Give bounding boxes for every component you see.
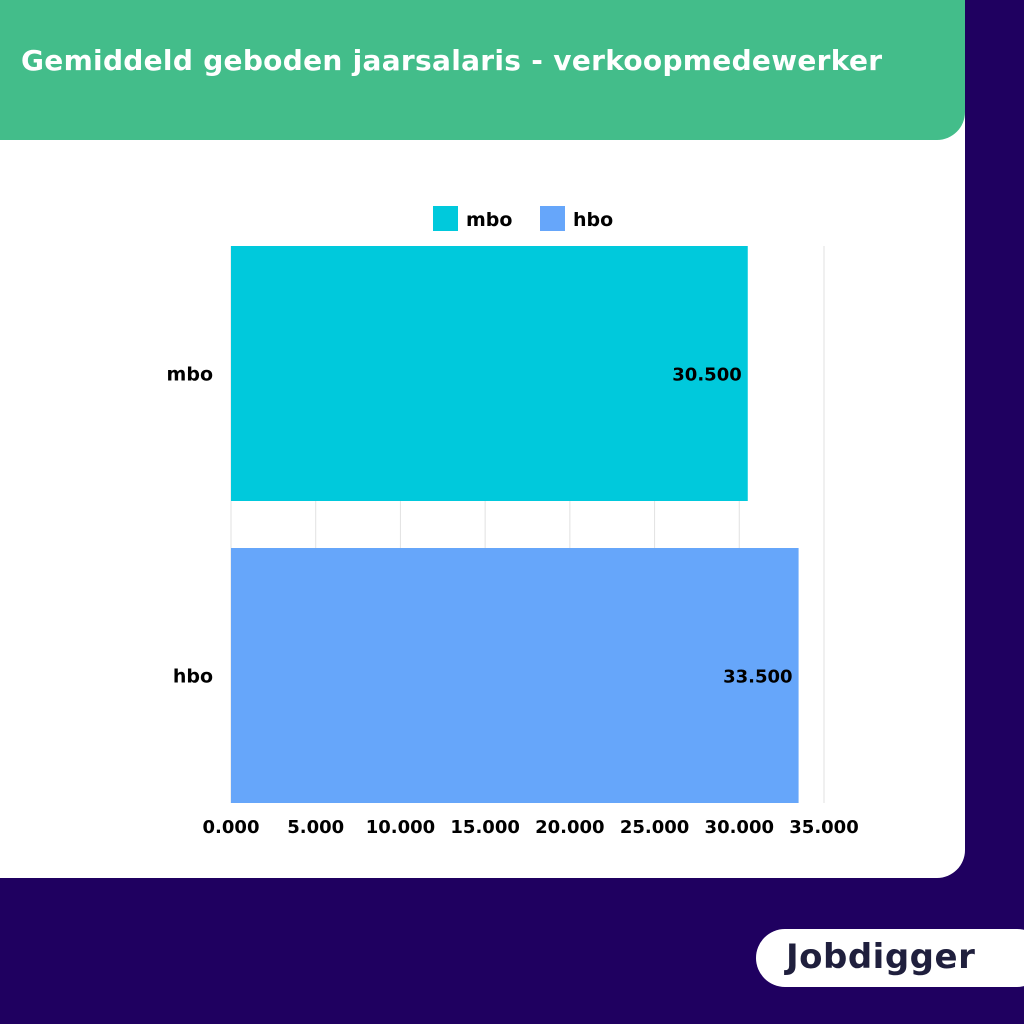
page-title: Gemiddeld geboden jaarsalaris - verkoopm… [21,44,883,77]
logo: Jobdigger [786,937,976,977]
x-tick-label-0: 0.000 [203,817,260,838]
legend-label-hbo: hbo [573,209,613,231]
bar-chart: 30.500 mbo 33.500 hbo 0.000 5.000 10.000 15.000… [167,206,859,838]
x-tick-label-2: 10.000 [366,817,435,838]
bar-hbo [231,548,799,803]
chart-card: Gemiddeld geboden jaarsalaris - verkoopm… [0,0,965,878]
data-label-hbo: 33.500 [723,667,792,688]
category-label-hbo: hbo [173,666,213,688]
header-banner: Gemiddeld geboden jaarsalaris - verkoopm… [0,0,965,140]
x-tick-label-1: 5.000 [287,817,344,838]
x-tick-label-6: 30.000 [705,817,774,838]
legend-swatch-mbo [433,206,458,231]
x-tick-label-5: 25.000 [620,817,689,838]
bar-mbo [231,246,748,501]
x-tick-label-4: 20.000 [535,817,604,838]
data-label-mbo: 30.500 [672,365,741,386]
logo-badge: Jobdigger [756,929,1024,987]
category-label-mbo: mbo [167,364,213,386]
x-tick-label-7: 35.000 [789,817,858,838]
legend-swatch-hbo [540,206,565,231]
x-tick-label-3: 15.000 [450,817,519,838]
legend-label-mbo: mbo [466,209,512,231]
